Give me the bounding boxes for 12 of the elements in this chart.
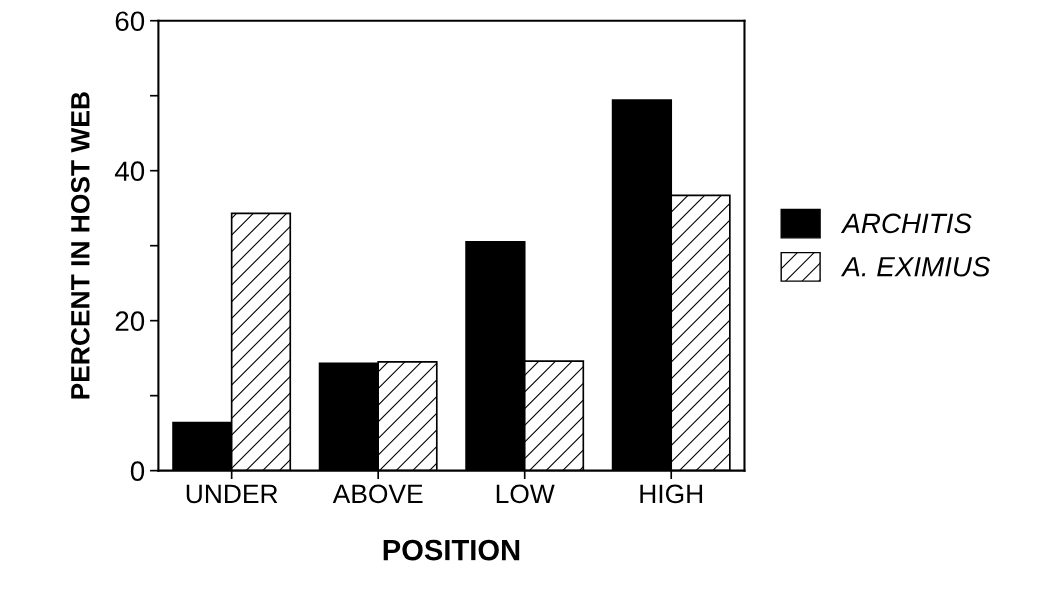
x-tick-label: LOW [496, 484, 555, 504]
y-tick-label: 0 [130, 461, 145, 481]
x-tick-label: ABOVE [332, 484, 423, 504]
x-axis-title: POSITION [383, 539, 520, 561]
legend-label: A. EXIMIUS [840, 256, 991, 277]
x-tick-label: HIGH [640, 484, 703, 504]
y-tick-label: 60 [115, 11, 145, 32]
x-tick-label: UNDER [186, 484, 278, 504]
legend-label: ARCHITIS [840, 213, 972, 234]
y-axis-title: PERCENT IN HOST WEB [70, 92, 90, 399]
y-tick-label: 20 [115, 311, 145, 332]
y-tick-label: 40 [114, 161, 145, 182]
